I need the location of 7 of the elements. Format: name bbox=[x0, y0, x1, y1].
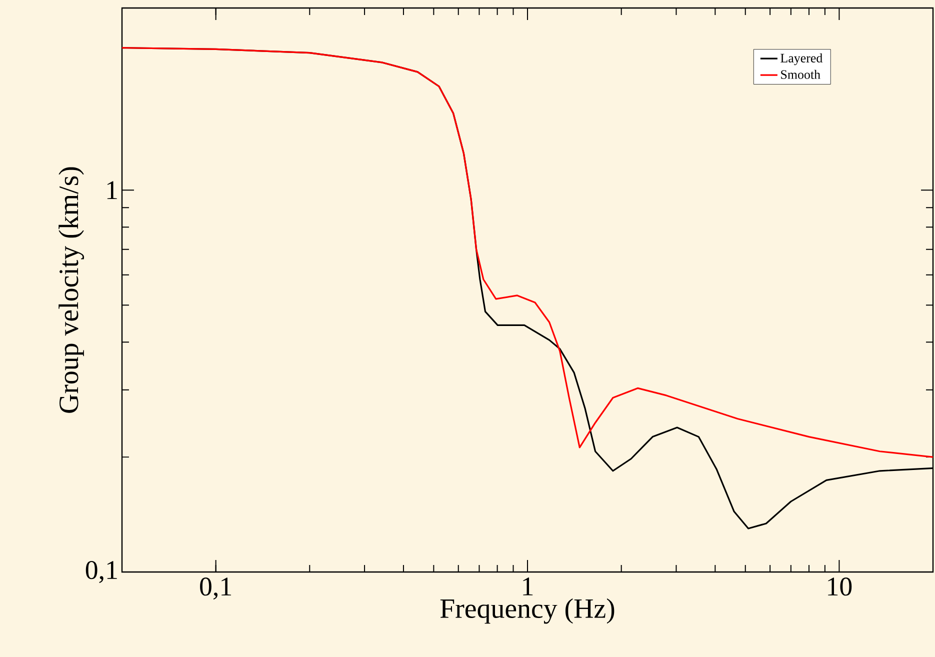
y-axis-title: Group velocity (km/s) bbox=[58, 167, 84, 413]
legend-label: Smooth bbox=[781, 70, 820, 79]
x-tick-label: 1 bbox=[523, 578, 533, 596]
legend-label: Layered bbox=[780, 53, 822, 66]
x-axis-title: Frequency (Hz) bbox=[440, 598, 614, 624]
x-tick-label: 0,1 bbox=[200, 578, 232, 600]
x-tick-label: 10 bbox=[828, 578, 852, 596]
